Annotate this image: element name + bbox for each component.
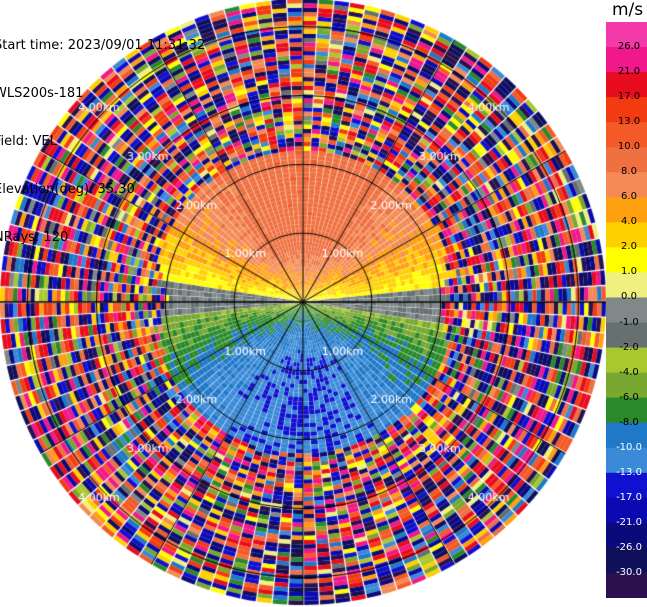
colorbar-segment <box>606 172 647 198</box>
colorbar-unit: m/s <box>612 0 644 20</box>
colorbar-tick-label: 26.0 <box>617 41 641 53</box>
colorbar-segment <box>606 147 647 173</box>
colorbar-segment <box>606 247 647 273</box>
colorbar-tick-label: -2.0 <box>619 341 639 353</box>
colorbar-segment <box>606 547 647 574</box>
colorbar-tick-label: -17.0 <box>616 491 642 503</box>
colorbar-segment <box>606 222 647 248</box>
colorbar-segment <box>606 22 647 48</box>
colorbar-segment <box>606 272 647 298</box>
colorbar-segment <box>606 447 647 474</box>
colorbar-tick-label: 21.0 <box>617 66 641 78</box>
colorbar-tick-label: 6.0 <box>621 191 637 203</box>
colorbar-tick-label: 17.0 <box>617 91 641 103</box>
colorbar-segment <box>606 122 647 148</box>
start-time-text: Start time: 2023/09/01 11:31:32 <box>0 38 206 53</box>
colorbar-segment <box>606 497 647 524</box>
colorbar-tick-label: 8.0 <box>621 166 637 178</box>
scan-info: Start time: 2023/09/01 11:31:32 WLS200s-… <box>0 6 205 262</box>
colorbar-segment <box>606 372 647 399</box>
colorbar-segment <box>606 422 647 449</box>
nrays-text: NRays: 120 <box>0 230 69 245</box>
colorbar-segment <box>606 322 647 349</box>
colorbar-tick-label: -26.0 <box>616 541 642 553</box>
colorbar-tick-label: -10.0 <box>616 441 642 453</box>
colorbar-tick-label: -8.0 <box>619 416 639 428</box>
colorbar-segment <box>606 72 647 98</box>
colorbar-segment <box>606 472 647 499</box>
colorbar-tick-label: 4.0 <box>621 216 637 228</box>
field-text: Field: VEL <box>0 134 57 149</box>
colorbar-segment <box>606 572 647 598</box>
colorbar-segment <box>606 297 647 324</box>
colorbar-tick-label: 2.0 <box>621 241 637 253</box>
colorbar-segment <box>606 97 647 123</box>
colorbar-tick-label: -21.0 <box>616 516 642 528</box>
colorbar-tick-label: 13.0 <box>617 116 641 128</box>
colorbar-segment <box>606 347 647 374</box>
colorbar-segment <box>606 197 647 223</box>
colorbar-segment <box>606 397 647 424</box>
colorbar-segment <box>606 47 647 73</box>
colorbar <box>606 22 647 598</box>
colorbar-tick-label: -6.0 <box>619 391 639 403</box>
colorbar-tick-label: -30.0 <box>616 566 642 578</box>
elevation-text: Elevation(deg): 35.30 <box>0 182 135 197</box>
colorbar-tick-label: -4.0 <box>619 366 639 378</box>
colorbar-tick-label: 1.0 <box>621 266 637 278</box>
colorbar-tick-label: 10.0 <box>617 141 641 153</box>
colorbar-tick-label: -1.0 <box>619 316 639 328</box>
colorbar-tick-label: -13.0 <box>616 466 642 478</box>
colorbar-segment <box>606 522 647 549</box>
instrument-text: WLS200s-181 <box>0 86 84 101</box>
colorbar-tick-label: 0.0 <box>621 291 637 303</box>
